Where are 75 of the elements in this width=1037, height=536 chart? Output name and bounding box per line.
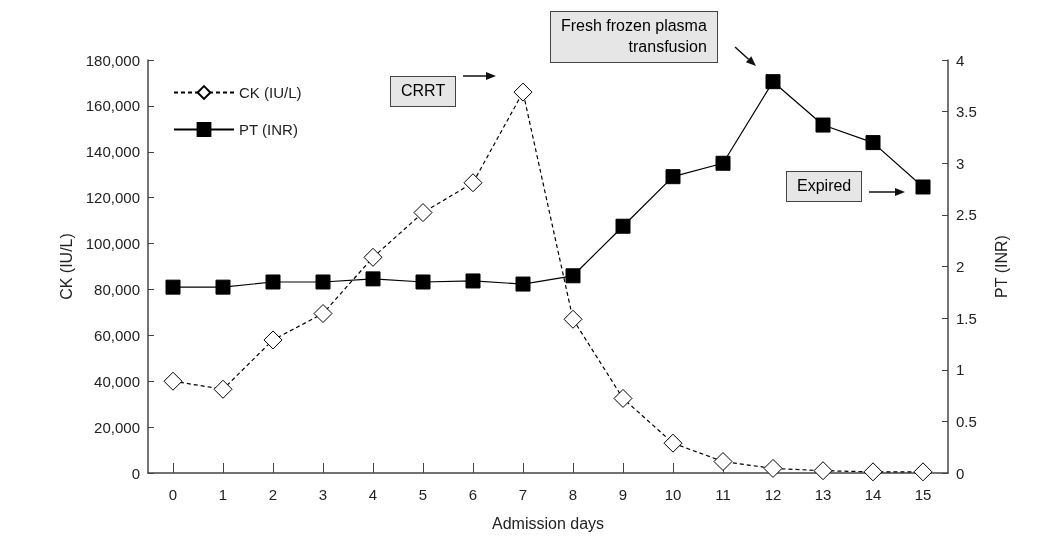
point — [365, 271, 381, 287]
x-tick-label: 9 — [618, 486, 628, 503]
point — [713, 452, 733, 472]
x-tick-label: 6 — [468, 486, 478, 503]
x-tick-label: 13 — [814, 486, 832, 503]
x-tick-label: 14 — [864, 486, 882, 503]
point — [815, 117, 831, 133]
x-tick-label: 8 — [568, 486, 578, 503]
y-tick-label: 80,000 — [94, 280, 140, 298]
y-tick-label: 100,000 — [85, 235, 140, 253]
y-tick-label: 140,000 — [85, 143, 140, 161]
point — [315, 274, 331, 290]
y2-tick-label: 0 — [956, 464, 965, 482]
y-tick-label: 20,000 — [94, 418, 140, 436]
x-tick-label: 11 — [715, 486, 731, 503]
y-tick-label: 120,000 — [85, 189, 140, 207]
point — [163, 371, 183, 391]
annotation: Expired — [786, 171, 863, 202]
x-tick-label: 12 — [764, 486, 782, 503]
point — [765, 74, 781, 90]
x-tick-label: 1 — [218, 486, 228, 503]
point — [863, 462, 883, 482]
y2-tick-label: 0.5 — [956, 412, 977, 430]
y2-tick-label: 1.5 — [956, 309, 977, 327]
point — [465, 273, 481, 289]
point — [913, 462, 933, 482]
y2-tick-label: 2.5 — [956, 206, 977, 224]
x-tick-label: 3 — [318, 486, 328, 503]
point — [263, 330, 283, 350]
point — [663, 433, 683, 453]
point — [563, 309, 583, 329]
legend-label: PT (INR) — [239, 121, 298, 138]
y2-tick-label: 1 — [956, 361, 965, 379]
y2-tick-label: 4 — [956, 51, 965, 69]
x-tick-label: 5 — [418, 486, 428, 503]
x-axis-title: Admission days — [491, 514, 605, 532]
point — [615, 218, 631, 234]
point — [613, 388, 633, 408]
point — [413, 203, 433, 223]
x-tick-label: 7 — [518, 486, 528, 503]
point — [515, 276, 531, 292]
y-tick-label: 60,000 — [94, 326, 140, 344]
point — [763, 458, 783, 478]
point — [513, 82, 533, 102]
point — [665, 169, 681, 185]
x-tick-label: 0 — [168, 486, 178, 503]
point — [313, 304, 333, 324]
point — [715, 155, 731, 171]
y2-tick-label: 2 — [956, 258, 965, 275]
x-tick-label: 15 — [914, 486, 932, 503]
point — [363, 247, 383, 267]
x-tick-label: 2 — [268, 486, 278, 503]
y2-axis-title: PT (INR) — [992, 235, 1010, 298]
x-tick-label: 4 — [368, 486, 378, 503]
point — [915, 179, 931, 195]
y2-tick-label: 3 — [956, 154, 965, 172]
point — [415, 274, 431, 290]
x-tick-label: 10 — [664, 486, 682, 503]
point — [165, 279, 181, 295]
point — [265, 274, 281, 290]
text: Fresh frozen plasma transfusion — [550, 11, 718, 63]
point — [565, 268, 581, 284]
point — [463, 173, 483, 193]
point — [865, 135, 881, 151]
legend-label: CK (IU/L) — [239, 84, 302, 101]
y-tick-label: 180,000 — [85, 51, 140, 69]
point — [213, 379, 233, 399]
point — [215, 279, 231, 295]
y-tick-label: 160,000 — [85, 97, 140, 115]
y-axis-title: CK (IU/L) — [58, 233, 76, 300]
y-tick-label: 0 — [131, 464, 140, 482]
y-tick-label: 40,000 — [94, 372, 140, 390]
y2-tick-label: 3.5 — [956, 103, 977, 121]
point — [813, 461, 833, 481]
annotation: CRRT — [390, 76, 457, 107]
